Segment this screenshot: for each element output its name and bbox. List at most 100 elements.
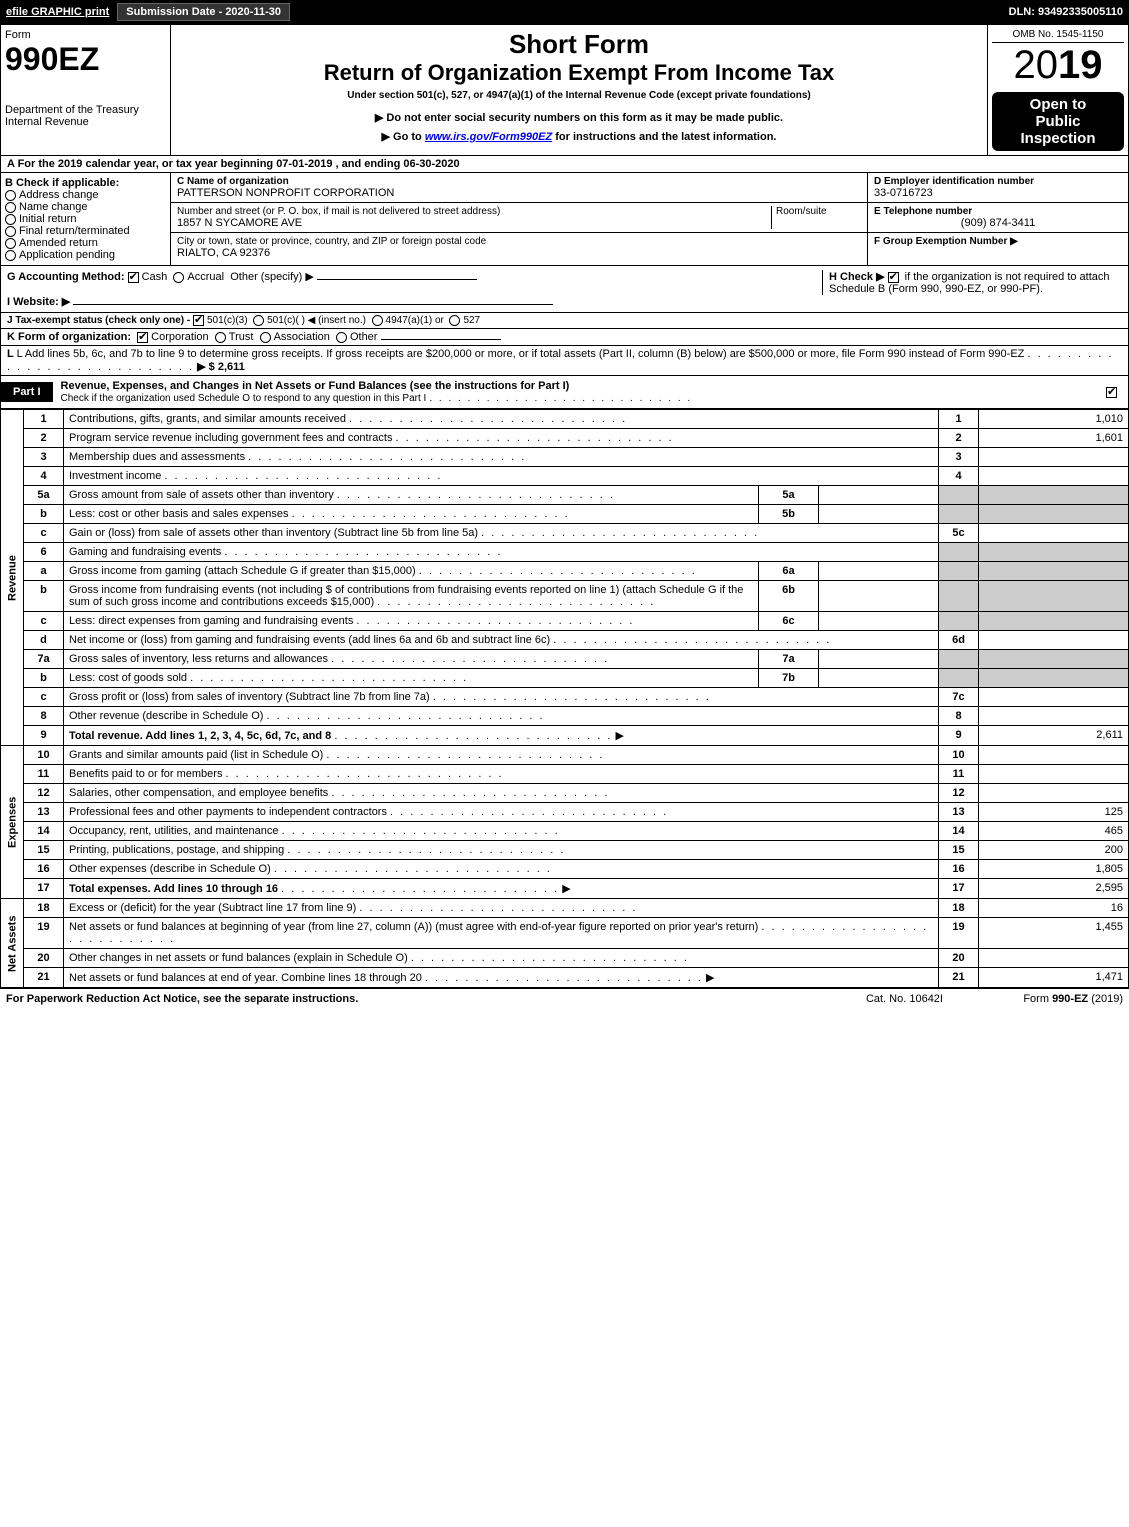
line-desc: Net assets or fund balances at end of ye… — [64, 968, 939, 988]
inspect-line-1: Open to — [996, 96, 1120, 113]
line-amount: 465 — [979, 822, 1129, 841]
chk-trust[interactable] — [215, 332, 226, 343]
line-number: c — [24, 612, 64, 631]
line-number: 20 — [24, 949, 64, 968]
header-center: Short Form Return of Organization Exempt… — [171, 25, 988, 155]
section-h: H Check ▶ if the organization is not req… — [822, 270, 1122, 295]
chk-final-return[interactable]: Final return/terminated — [5, 225, 166, 237]
chk-application-pending[interactable]: Application pending — [5, 249, 166, 261]
chk-corporation[interactable] — [137, 332, 148, 343]
part-1-sub: Check if the organization used Schedule … — [61, 393, 427, 404]
dln-label: DLN: 93492335005110 — [1009, 6, 1123, 18]
line-number: 18 — [24, 899, 64, 918]
line-amount: 1,805 — [979, 860, 1129, 879]
table-row: 5aGross amount from sale of assets other… — [1, 486, 1129, 505]
line-ref: 21 — [939, 968, 979, 988]
chk-527[interactable] — [449, 315, 460, 326]
line-number: 15 — [24, 841, 64, 860]
chk-amended-return[interactable]: Amended return — [5, 237, 166, 249]
line-amount — [979, 784, 1129, 803]
line-amount — [979, 486, 1129, 505]
section-label: Net Assets — [1, 899, 24, 988]
line-desc: Less: direct expenses from gaming and fu… — [64, 612, 759, 631]
chk-address-change[interactable]: Address change — [5, 189, 166, 201]
subline-label: 6b — [759, 581, 819, 612]
line-number: 5a — [24, 486, 64, 505]
row-k: K Form of organization: Corporation Trus… — [0, 329, 1129, 346]
org-city: RIALTO, CA 92376 — [177, 247, 861, 259]
row-l: L L Add lines 5b, 6c, and 7b to line 9 t… — [0, 346, 1129, 376]
table-row: 4Investment income 4 — [1, 467, 1129, 486]
chk-name-change[interactable]: Name change — [5, 201, 166, 213]
line-a-tax-year: A For the 2019 calendar year, or tax yea… — [0, 156, 1129, 173]
line-ref: 13 — [939, 803, 979, 822]
line-desc: Gross income from gaming (attach Schedul… — [64, 562, 759, 581]
chk-accrual[interactable] — [173, 272, 184, 283]
table-row: 15Printing, publications, postage, and s… — [1, 841, 1129, 860]
chk-initial-return[interactable]: Initial return — [5, 213, 166, 225]
line-amount — [979, 448, 1129, 467]
line-number: 2 — [24, 429, 64, 448]
line-desc: Excess or (deficit) for the year (Subtra… — [64, 899, 939, 918]
subline-label: 5b — [759, 505, 819, 524]
line-number: 14 — [24, 822, 64, 841]
line-ref: 12 — [939, 784, 979, 803]
line-ref: 8 — [939, 707, 979, 726]
efile-print-link[interactable]: efile GRAPHIC print — [6, 6, 109, 18]
line-desc: Gross amount from sale of assets other t… — [64, 486, 759, 505]
footer-form: Form 990-EZ (2019) — [943, 993, 1123, 1005]
line-ref: 16 — [939, 860, 979, 879]
line-desc: Benefits paid to or for members — [64, 765, 939, 784]
chk-schedule-o-part1[interactable] — [1106, 387, 1117, 398]
line-ref: 4 — [939, 467, 979, 486]
line-ref: 20 — [939, 949, 979, 968]
table-row: 7aGross sales of inventory, less returns… — [1, 650, 1129, 669]
chk-other-org[interactable] — [336, 332, 347, 343]
line-amount — [979, 746, 1129, 765]
subline-value — [819, 486, 939, 505]
line-desc: Occupancy, rent, utilities, and maintena… — [64, 822, 939, 841]
line-desc: Total expenses. Add lines 10 through 16 … — [64, 879, 939, 899]
l-text: L Add lines 5b, 6c, and 7b to line 9 to … — [17, 348, 1025, 360]
line-amount: 1,601 — [979, 429, 1129, 448]
k-label: K Form of organization: — [7, 331, 131, 343]
dept-irs: Internal Revenue — [5, 116, 166, 128]
line-desc: Printing, publications, postage, and shi… — [64, 841, 939, 860]
chk-cash[interactable] — [128, 272, 139, 283]
line-amount — [979, 765, 1129, 784]
phone-label: E Telephone number — [874, 206, 1122, 217]
line-amount — [979, 949, 1129, 968]
table-row: 8Other revenue (describe in Schedule O) … — [1, 707, 1129, 726]
subline-value — [819, 505, 939, 524]
line-number: 11 — [24, 765, 64, 784]
section-d: D Employer identification number 33-0716… — [868, 173, 1128, 265]
line-desc: Net income or (loss) from gaming and fun… — [64, 631, 939, 650]
table-row: 11Benefits paid to or for members 11 — [1, 765, 1129, 784]
line-amount: 200 — [979, 841, 1129, 860]
table-row: 16Other expenses (describe in Schedule O… — [1, 860, 1129, 879]
irs-link[interactable]: www.irs.gov/Form990EZ — [425, 131, 552, 143]
line-desc: Less: cost or other basis and sales expe… — [64, 505, 759, 524]
chk-schedule-b[interactable] — [888, 272, 899, 283]
line-ref: 17 — [939, 879, 979, 899]
line-amount: 16 — [979, 899, 1129, 918]
line-amount — [979, 505, 1129, 524]
subline-value — [819, 562, 939, 581]
line-ref — [939, 650, 979, 669]
line-amount — [979, 688, 1129, 707]
line-ref: 19 — [939, 918, 979, 949]
line-amount — [979, 524, 1129, 543]
table-row: 6Gaming and fundraising events — [1, 543, 1129, 562]
table-row: 12Salaries, other compensation, and empl… — [1, 784, 1129, 803]
line-ref: 7c — [939, 688, 979, 707]
lines-table: Revenue1Contributions, gifts, grants, an… — [0, 409, 1129, 988]
table-row: 9Total revenue. Add lines 1, 2, 3, 4, 5c… — [1, 726, 1129, 746]
subline-value — [819, 581, 939, 612]
goto-suffix: for instructions and the latest informat… — [552, 131, 776, 143]
chk-association[interactable] — [260, 332, 271, 343]
line-amount: 1,010 — [979, 410, 1129, 429]
line-ref: 2 — [939, 429, 979, 448]
chk-501c[interactable] — [253, 315, 264, 326]
chk-501c3[interactable] — [193, 315, 204, 326]
chk-4947[interactable] — [372, 315, 383, 326]
